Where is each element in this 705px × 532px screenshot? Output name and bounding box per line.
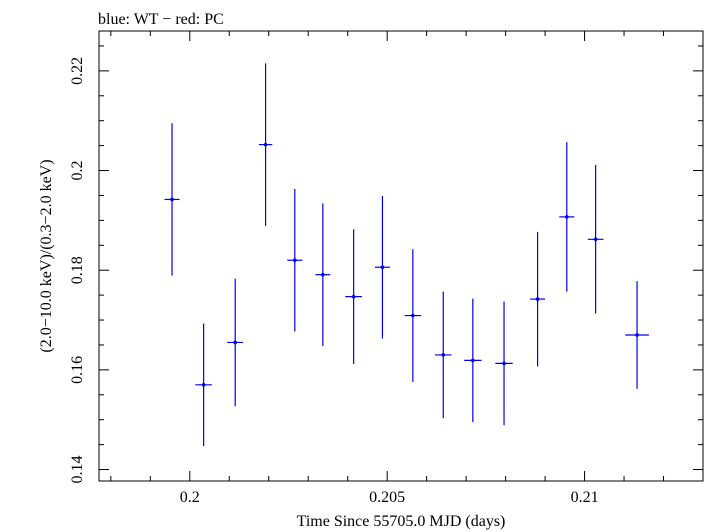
y-axis-label: (2.0−10.0 keV)/(0.3−2.0 keV): [38, 159, 55, 352]
point-marker: [321, 272, 325, 277]
data-point: [374, 195, 390, 339]
point-marker: [411, 313, 415, 318]
plot-frame: [98, 30, 704, 482]
data-point: [227, 278, 244, 407]
y-tick-label: 0.18: [69, 256, 86, 284]
data-point: [315, 203, 331, 346]
y-tick-label: 0.22: [69, 57, 86, 85]
data-point: [464, 298, 482, 423]
data-points: [164, 63, 649, 447]
x-tick-label: 0.2: [180, 489, 200, 506]
point-marker: [441, 353, 446, 357]
point-marker: [535, 297, 540, 301]
data-point: [559, 142, 575, 292]
tick-labels: 0.2 0.205 0.21 0.14 0.16 0.18 0.2 0.22: [69, 57, 599, 506]
point-marker: [593, 237, 598, 242]
y-tick-label: 0.14: [69, 456, 86, 484]
data-point: [495, 301, 513, 426]
point-marker: [565, 215, 569, 219]
axis-ticks: [99, 31, 704, 481]
x-tick-label: 0.21: [571, 489, 599, 506]
data-point: [434, 291, 452, 419]
x-tick-label: 0.205: [369, 489, 405, 506]
point-marker: [201, 383, 206, 387]
y-tick-label: 0.16: [69, 356, 86, 384]
point-marker: [263, 142, 268, 147]
x-axis-label: Time Since 55705.0 MJD (days): [297, 513, 506, 530]
data-point: [345, 229, 362, 364]
point-marker: [351, 294, 356, 299]
data-point: [287, 188, 303, 332]
data-point: [258, 63, 273, 226]
data-point: [587, 165, 604, 314]
point-marker: [293, 258, 297, 263]
y-tick-label: 0.2: [69, 161, 86, 181]
data-point: [530, 231, 546, 367]
data-point: [164, 123, 180, 276]
chart-title: blue: WT − red: PC: [98, 11, 224, 28]
point-marker: [502, 361, 506, 366]
point-marker: [170, 197, 174, 202]
point-marker: [233, 340, 237, 345]
point-marker: [635, 333, 639, 337]
point-marker: [471, 358, 475, 363]
data-point: [404, 249, 422, 382]
point-marker: [380, 265, 385, 270]
data-point: [625, 281, 649, 389]
data-point: [195, 323, 212, 447]
